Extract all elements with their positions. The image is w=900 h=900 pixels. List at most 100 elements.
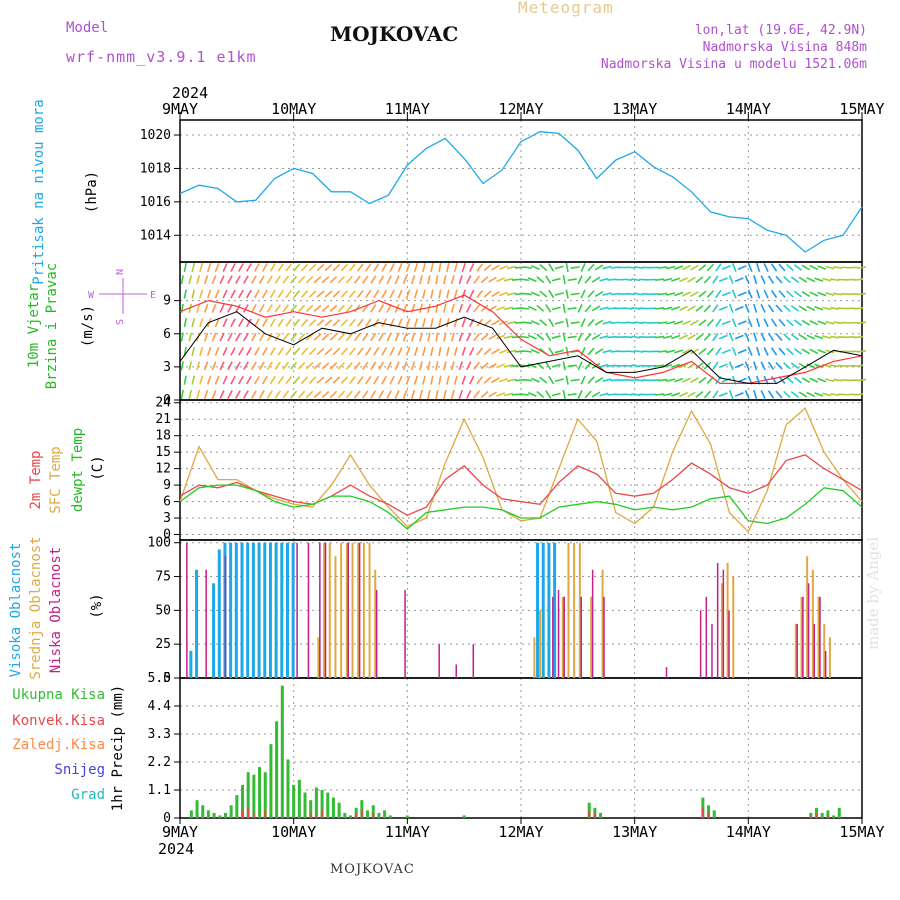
high-cloud-bar <box>263 542 267 678</box>
wind-arrow <box>577 361 583 371</box>
wind-arrow <box>450 303 455 313</box>
wind-arrow <box>476 289 484 299</box>
wind-arrow <box>308 318 317 327</box>
wind-arrow <box>663 392 673 397</box>
wind-arrow <box>446 375 450 385</box>
wind-arrow <box>222 318 228 328</box>
wind-arrow <box>473 361 481 370</box>
wind-arrow <box>438 289 442 299</box>
wind-arrow <box>706 318 715 327</box>
wind-arrow <box>790 333 800 341</box>
wind-arrow <box>841 350 851 353</box>
wind-arrow <box>567 364 577 368</box>
mid-cloud-bar <box>732 576 735 678</box>
wind-arrow <box>458 361 463 371</box>
wind-arrow <box>258 361 265 371</box>
wind-arrow <box>345 304 353 313</box>
wind-arrow <box>718 363 728 369</box>
wind-arrow <box>631 392 641 396</box>
wind-arrow <box>584 361 592 370</box>
total-precip-bar <box>229 805 233 818</box>
wind-arrow <box>230 375 236 385</box>
wind-arrow <box>580 289 586 299</box>
wind-arrow <box>786 290 794 298</box>
wind-arrow <box>623 278 633 281</box>
low-cloud-bar <box>711 623 713 678</box>
wind-arrow <box>353 333 361 342</box>
wind-arrow <box>250 275 257 284</box>
y-tick-label: 2.2 <box>148 755 171 770</box>
wind-arrow <box>450 332 455 342</box>
total-precip-bar <box>189 810 193 818</box>
wind-arrow <box>703 390 712 399</box>
wind-arrow <box>642 266 652 269</box>
low-cloud-bar <box>722 569 725 678</box>
wind-arrow <box>744 275 750 285</box>
wind-arrow <box>402 389 408 399</box>
wind-arrow <box>397 289 403 299</box>
wind-arrow <box>728 390 734 399</box>
wind-arrow <box>468 318 475 328</box>
wind-arrow <box>770 347 778 356</box>
wind-arrow <box>783 333 791 341</box>
wind-arrow <box>793 376 803 384</box>
wind-arrow <box>427 275 431 285</box>
wind-arrow <box>658 378 668 382</box>
wind-arrow <box>465 332 472 342</box>
mid-cloud-bar <box>806 556 809 678</box>
wind-arrow <box>313 362 322 370</box>
wind-arrow <box>545 275 552 284</box>
wind-arrow <box>511 335 522 339</box>
wind-arrow <box>639 335 649 339</box>
conv-precip-bar <box>355 812 358 818</box>
wind-arrow <box>199 289 204 299</box>
wind-arrow <box>587 376 595 385</box>
wind-arrow <box>655 278 665 282</box>
wind-arrow <box>258 332 265 342</box>
wind-arrow <box>626 350 636 353</box>
wind-arrow <box>305 275 314 284</box>
time-tick-label-bottom: 12MAY <box>498 823 543 841</box>
wind-arrow <box>230 263 236 272</box>
mid-cloud-bar <box>317 637 320 678</box>
wind-arrow <box>798 334 808 341</box>
wind-arrow <box>806 276 816 283</box>
wind-arrow <box>419 332 423 342</box>
wind-arrow <box>584 333 592 341</box>
wind-arrow <box>308 347 317 356</box>
wind-arrow <box>817 377 827 383</box>
wind-arrow <box>473 304 481 313</box>
wind-arrow <box>297 304 306 313</box>
wind-arrow <box>461 318 466 328</box>
high-cloud-bar <box>291 542 295 678</box>
low-cloud-bar <box>819 596 821 678</box>
wind-arrow <box>756 346 761 356</box>
total-precip-bar <box>201 805 205 818</box>
wind-arrow <box>297 390 306 399</box>
wind-arrow <box>506 378 517 382</box>
wind-arrow <box>753 303 758 313</box>
wind-arrow <box>756 262 761 273</box>
wind-arrow <box>554 378 564 383</box>
wind-arrow <box>536 276 545 284</box>
wind-arrow <box>353 361 361 370</box>
wind-arrow <box>250 390 257 399</box>
wind-arrow <box>642 350 652 353</box>
wind-arrow <box>381 318 388 328</box>
wind-arrow <box>519 278 529 282</box>
precip-legend-entry: Zaledj.Kisa <box>12 737 105 753</box>
low-cloud-bar <box>186 542 188 678</box>
wind-arrow <box>446 346 450 356</box>
high-cloud-bar <box>246 542 250 678</box>
wind-arrow <box>775 275 783 284</box>
wind-arrow <box>763 347 769 356</box>
wind-arrow <box>389 375 395 385</box>
wind-arrow <box>285 376 293 385</box>
time-tick-label-top: 13MAY <box>612 100 657 118</box>
wind-arrow <box>857 350 867 353</box>
wind-arrow <box>639 393 649 396</box>
wind-arrow <box>235 304 241 313</box>
wind-arrow <box>206 375 212 385</box>
wind-arrow <box>671 363 681 368</box>
wind-arrow <box>183 375 187 385</box>
